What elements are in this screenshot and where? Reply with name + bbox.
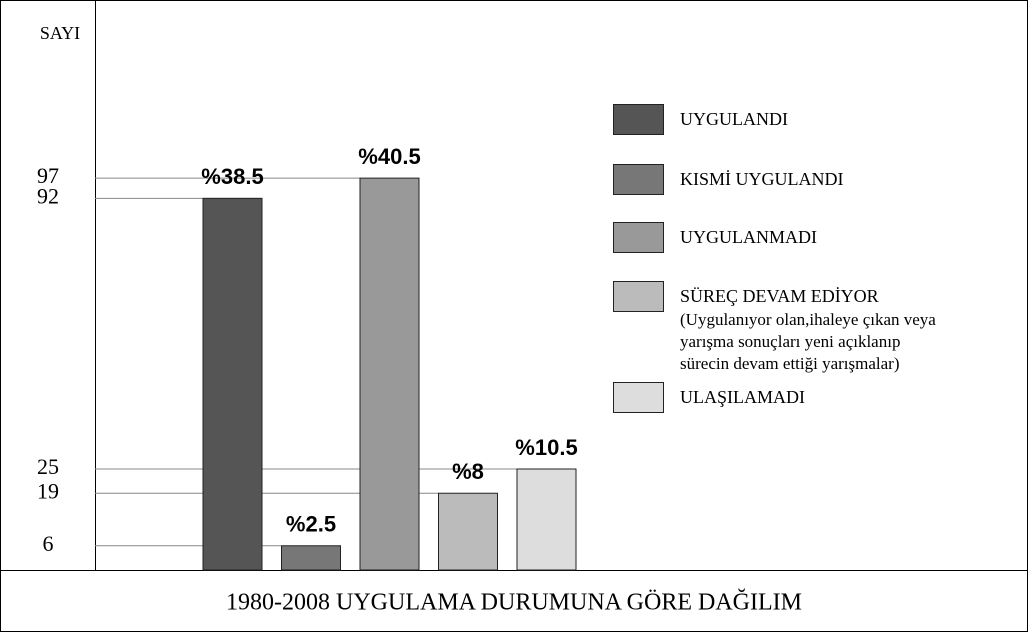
bar <box>202 197 263 571</box>
legend-swatch <box>613 104 664 135</box>
legend-note: yarışma sonuçları yeni açıklanıp <box>680 332 900 351</box>
bar <box>359 177 420 571</box>
bar-annotation: %2.5 <box>286 512 336 537</box>
legend-swatch <box>613 222 664 253</box>
legend-label: KISMİ UYGULANDI <box>680 169 844 189</box>
bar <box>516 468 577 571</box>
legend-note: (Uygulanıyor olan,ihaleye çıkan veya <box>680 310 936 329</box>
legend-swatch <box>613 382 664 413</box>
y-tick-label: 92 <box>37 183 59 208</box>
bar-annotation: %8 <box>452 459 484 484</box>
bar <box>281 545 341 571</box>
legend-swatch <box>613 164 664 195</box>
legend-label: SÜREÇ DEVAM EDİYOR <box>680 286 879 306</box>
bar-annotation: %38.5 <box>201 164 263 189</box>
chart-title: 1980-2008 UYGULAMA DURUMUNA GÖRE DAĞILIM <box>226 590 802 616</box>
y-axis-label: SAYI <box>40 23 80 43</box>
legend-label: ULAŞILAMADI <box>680 387 805 407</box>
bar-annotation: %10.5 <box>515 435 577 460</box>
y-tick-label: 97 <box>37 163 59 188</box>
bar-annotation: %40.5 <box>358 144 420 169</box>
legend-label: UYGULANDI <box>680 109 788 129</box>
legend-label: UYGULANMADI <box>680 227 817 247</box>
y-tick-label: 6 <box>43 531 54 556</box>
legend-swatch <box>613 281 664 312</box>
y-tick-label: 25 <box>37 454 59 479</box>
y-tick-label: 19 <box>37 478 59 503</box>
legend-note: sürecin devam ettiği yarışmalar) <box>680 354 900 373</box>
bar <box>438 492 498 571</box>
